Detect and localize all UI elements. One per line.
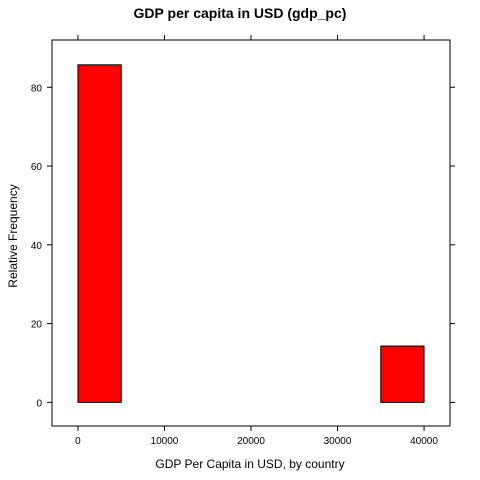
histogram-bar-0 xyxy=(77,64,122,403)
y-tick-label: 40 xyxy=(31,241,43,252)
y-tick-label: 0 xyxy=(36,398,42,409)
x-axis-label: GDP Per Capita in USD, by country xyxy=(155,457,344,471)
bars-group xyxy=(77,64,425,403)
y-tick-label: 20 xyxy=(31,320,43,331)
x-tick-label: 30000 xyxy=(324,436,352,447)
y-tick-label: 60 xyxy=(31,162,43,173)
y-axis: 0 20 40 60 80 xyxy=(31,83,455,409)
x-tick-label: 20000 xyxy=(237,436,265,447)
x-axis: 0 10000 20000 30000 40000 xyxy=(75,35,438,447)
y-tick-label: 80 xyxy=(31,83,43,94)
chart-title: GDP per capita in USD (gdp_pc) xyxy=(134,5,347,21)
x-tick-label: 10000 xyxy=(151,436,179,447)
x-tick-label: 40000 xyxy=(410,436,438,447)
y-axis-label: Relative Frequency xyxy=(6,184,20,287)
histogram-bar-7 xyxy=(380,345,425,403)
x-tick-label: 0 xyxy=(75,436,81,447)
